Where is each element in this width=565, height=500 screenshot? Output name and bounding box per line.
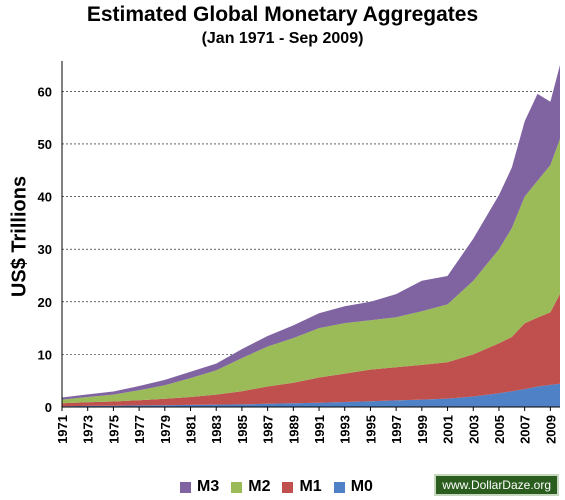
legend-item-m0: M0 bbox=[333, 478, 373, 496]
y-tick-label: 10 bbox=[38, 347, 52, 362]
y-tick-label: 60 bbox=[38, 84, 52, 99]
x-tick-label: 1977 bbox=[132, 415, 147, 444]
legend-swatch-m3 bbox=[180, 481, 191, 493]
x-tick-label: 2001 bbox=[441, 415, 456, 444]
legend-label-m2: M2 bbox=[248, 478, 271, 495]
x-tick-label: 1987 bbox=[261, 415, 276, 444]
x-tick-label: 1973 bbox=[81, 415, 96, 444]
x-tick-label: 1999 bbox=[415, 415, 430, 444]
y-tick-label: 30 bbox=[38, 242, 52, 257]
legend-item-m1: M1 bbox=[282, 478, 322, 496]
chart-subtitle: (Jan 1971 - Sep 2009) bbox=[201, 30, 364, 47]
x-tick-label: 1985 bbox=[235, 415, 250, 444]
y-tick-label: 20 bbox=[38, 295, 52, 310]
x-tick-label: 1995 bbox=[363, 415, 378, 444]
legend-label-m3: M3 bbox=[197, 478, 220, 495]
x-tick-label: 2005 bbox=[492, 415, 507, 444]
x-tick-label: 1971 bbox=[55, 415, 70, 444]
x-tick-label: 1981 bbox=[184, 415, 199, 444]
x-tick-label: 1983 bbox=[209, 415, 224, 444]
y-tick-label: 50 bbox=[38, 137, 52, 152]
x-tick-label: 2009 bbox=[543, 415, 558, 444]
y-tick-label: 0 bbox=[45, 400, 52, 415]
x-tick-label: 1993 bbox=[338, 415, 353, 444]
legend-item-m3: M3 bbox=[180, 478, 219, 496]
area-m1 bbox=[62, 293, 560, 407]
legend-item-m2: M2 bbox=[231, 478, 270, 496]
chart-title: Estimated Global Monetary Aggregates bbox=[86, 3, 479, 26]
x-tick-label: 1997 bbox=[389, 415, 404, 444]
chart-plot: 0 10 20 30 40 50 60 1971 1973 1975 1977 1979 1981 198… bbox=[38, 61, 560, 444]
legend-swatch-m0 bbox=[333, 481, 345, 493]
x-tick-label: 1979 bbox=[158, 415, 173, 444]
area-m0 bbox=[62, 383, 560, 407]
x-tick-label: 1975 bbox=[106, 415, 121, 444]
legend-swatch-m1 bbox=[282, 481, 294, 493]
x-tick-label: 2003 bbox=[466, 415, 481, 444]
y-tick-label: 40 bbox=[38, 190, 52, 205]
watermark-link[interactable]: www.DollarDaze.org bbox=[434, 474, 559, 496]
area-m2 bbox=[62, 138, 560, 404]
legend-swatch-m2 bbox=[231, 481, 243, 493]
legend: M3 M2 M1 M0 bbox=[180, 477, 385, 497]
x-tick-label: 1989 bbox=[286, 415, 301, 444]
legend-label-m1: M1 bbox=[299, 478, 322, 495]
legend-label-m0: M0 bbox=[350, 478, 373, 495]
x-tick-label: 2007 bbox=[518, 415, 533, 444]
x-tick-label: 1991 bbox=[312, 415, 327, 444]
